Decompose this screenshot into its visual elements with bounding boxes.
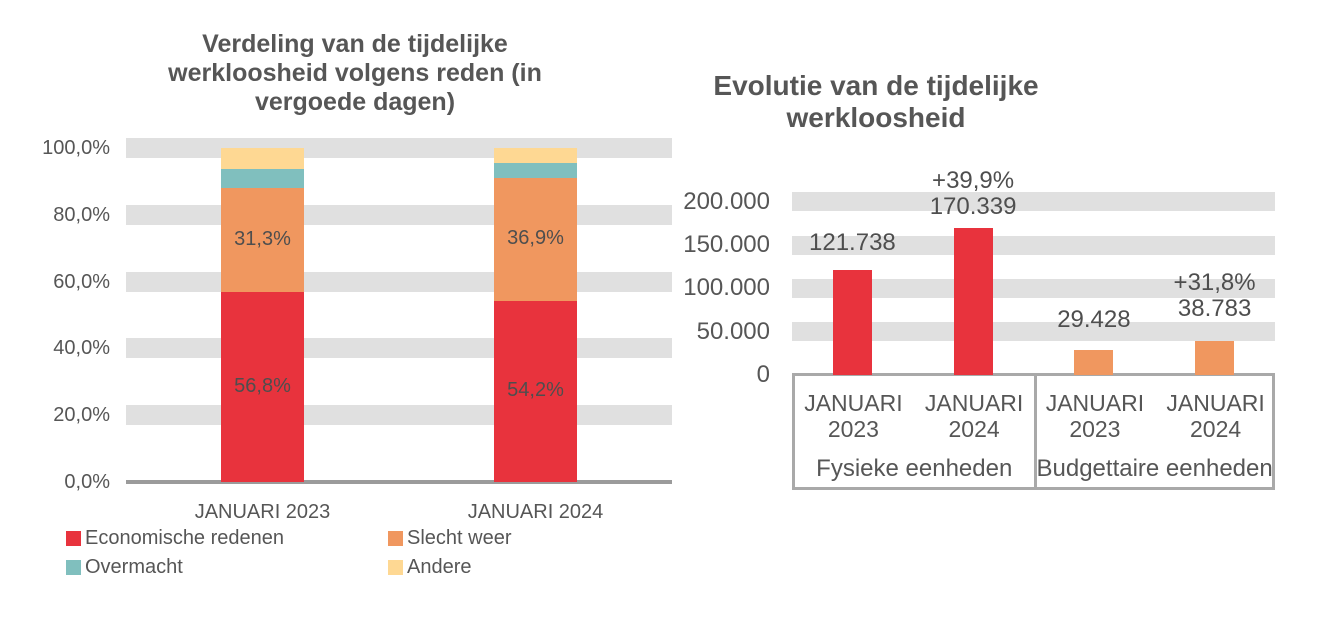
data-label: 56,8% — [234, 375, 291, 398]
value-label-line: +31,8% — [1173, 269, 1256, 297]
bar-segment-slecht-weer — [221, 187, 304, 293]
bar-segment-andere — [221, 148, 304, 169]
legend-item: Andere — [388, 554, 472, 580]
y-tick-label: 0,0% — [64, 471, 110, 493]
y-tick-label: 20,0% — [53, 404, 110, 427]
value-label: 121.738 — [772, 228, 932, 256]
legend-label: Slecht weer — [407, 527, 512, 549]
legend-item: Slecht weer — [388, 525, 512, 551]
value-label: 29.428 — [1014, 305, 1174, 333]
value-label: +31,8% 38.783 — [1135, 270, 1295, 322]
group-cell-fysieke-eenheden: JANUARI 2023 JANUARI 2024 Fysieke eenheden — [795, 376, 1034, 487]
y-tick-label: 0 — [756, 361, 770, 388]
category-label: JANUARI 2024 — [924, 390, 1024, 442]
y-tick-label: 200.000 — [683, 187, 770, 215]
plot-area: 121.738 +39,9% 170.339 29.428 +31,8% 38.783 — [792, 150, 1275, 375]
bar-segment-economische-redenen — [221, 292, 304, 482]
y-tick-label: 60,0% — [53, 270, 110, 293]
legend-swatch-economische-redenen — [66, 530, 81, 546]
category-label: JANUARI 2023 — [194, 501, 331, 523]
group-label: Budgettaire eenheden — [1036, 455, 1273, 482]
legend-item: Overmacht — [66, 554, 183, 580]
bar-januari-2024-fysieke-eenheden — [953, 227, 993, 375]
value-label-line: 170.339 — [929, 192, 1017, 220]
category-label: JANUARI 2024 — [1166, 390, 1265, 442]
gridline-band — [792, 235, 1275, 255]
plot-area: 56,8% 31,3% 54,2% 36,9% — [126, 138, 672, 484]
legend-item: Economische redenen — [66, 525, 284, 551]
value-label-line: 38.783 — [1177, 295, 1252, 323]
right-chart-title: Evolutie van de tijdelijke werkloosheid — [713, 70, 1039, 133]
legend-label: Overmacht — [85, 556, 183, 578]
category-label: JANUARI 2023 — [1045, 390, 1145, 442]
bar-segment-overmacht — [494, 162, 577, 178]
bar-segment-andere — [494, 148, 577, 163]
value-label-line: +39,9% — [932, 166, 1015, 194]
left-chart-title: Verdeling van de tijdelijke werkloosheid… — [168, 30, 542, 116]
group-cell-budgettaire-eenheden: JANUARI 2023 JANUARI 2024 Budgettaire eenh… — [1033, 376, 1273, 487]
x-axis-line — [126, 480, 672, 484]
gridline-band — [792, 192, 1275, 212]
y-tick-label: 100.000 — [683, 274, 770, 302]
category-label: JANUARI 2024 — [467, 501, 604, 523]
group-label: Fysieke eenheden — [816, 455, 1013, 482]
legend-swatch-slecht-weer — [388, 530, 403, 546]
value-label-line: 29.428 — [1057, 305, 1131, 333]
gridline-band — [792, 278, 1275, 298]
category-label: JANUARI 2023 — [804, 390, 903, 442]
y-tick-label: 40,0% — [53, 337, 110, 360]
data-label: 36,9% — [507, 227, 564, 250]
bar-januari-2023-fysieke-eenheden — [832, 269, 872, 375]
value-label: +39,9% 170.339 — [893, 166, 1053, 220]
gridline-band — [792, 322, 1275, 342]
bar-januari-2024-budgettaire-eenheden — [1195, 341, 1235, 375]
legend-swatch-overmacht — [66, 559, 81, 575]
legend-swatch-andere — [388, 559, 403, 575]
data-label: 54,2% — [507, 379, 564, 402]
y-tick-label: 150.000 — [683, 231, 770, 259]
bar-segment-slecht-weer — [494, 177, 577, 301]
legend-label: Andere — [407, 556, 472, 578]
y-tick-label: 80,0% — [53, 203, 110, 226]
y-tick-label: 100,0% — [42, 137, 110, 159]
data-label: 31,3% — [234, 228, 291, 251]
bar-segment-economische-redenen — [494, 300, 577, 482]
bar-segment-overmacht — [221, 168, 304, 188]
value-label-line: 121.738 — [809, 228, 896, 256]
y-tick-label: 50.000 — [696, 317, 770, 345]
bar-januari-2023-budgettaire-eenheden — [1074, 349, 1114, 375]
category-axis-box: JANUARI 2023 JANUARI 2024 Fysieke eenheden… — [792, 373, 1275, 490]
legend-label: Economische redenen — [85, 527, 285, 549]
